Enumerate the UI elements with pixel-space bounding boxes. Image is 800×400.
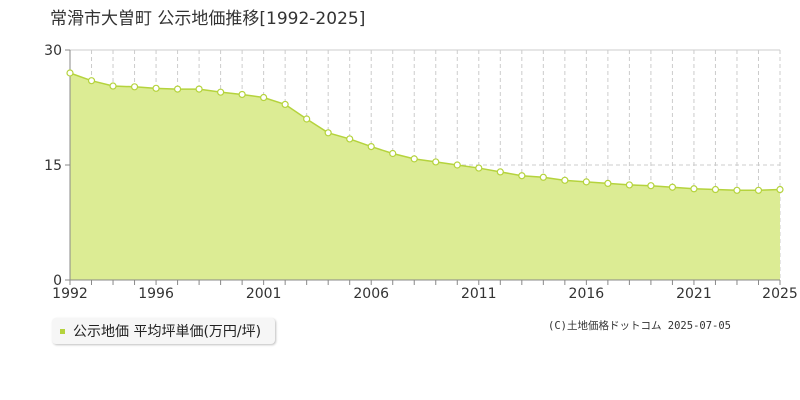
x-tick-label: 2006 (353, 286, 389, 302)
data-point (539, 173, 547, 181)
x-tick-label: 2011 (461, 286, 497, 302)
data-point (625, 181, 633, 189)
x-tick-label: 2025 (762, 286, 798, 302)
data-point (496, 168, 504, 176)
x-tick-label: 2016 (569, 286, 605, 302)
x-tick-label: 1992 (52, 286, 88, 302)
data-point (130, 83, 139, 91)
y-tick-label: 30 (44, 43, 62, 59)
data-point (668, 183, 677, 191)
data-points (66, 69, 784, 194)
data-point (754, 186, 763, 194)
data-point (281, 100, 289, 109)
legend-swatch (60, 328, 65, 334)
data-point (410, 155, 418, 163)
data-point (303, 115, 311, 123)
data-point (432, 158, 440, 166)
data-point (109, 82, 117, 90)
data-point (604, 179, 612, 187)
data-point (389, 149, 397, 158)
x-tick-label: 2021 (676, 286, 712, 302)
data-point (776, 185, 784, 194)
data-point (367, 143, 375, 151)
data-point (260, 93, 268, 102)
legend: 公示地価 平均坪単価(万円/坪) (52, 318, 276, 344)
data-point (152, 84, 160, 92)
data-point (238, 90, 246, 99)
data-point (195, 85, 203, 93)
y-tick-label: 0 (53, 273, 62, 289)
data-point (518, 172, 526, 180)
x-tick-label: 2001 (246, 286, 282, 302)
series-line (69, 72, 781, 192)
series-area (70, 73, 780, 280)
data-point (711, 185, 720, 194)
data-point (217, 88, 225, 96)
data-point (324, 129, 332, 137)
data-point (561, 176, 569, 184)
legend-label: 公示地価 平均坪単価(万円/坪) (73, 324, 262, 340)
y-tick-label: 15 (44, 158, 62, 174)
plot-area (69, 72, 781, 280)
data-point (346, 135, 354, 143)
data-point (66, 69, 74, 77)
data-point (173, 85, 182, 93)
credit-text: (C)土地価格ドットコム 2025-07-05 (548, 320, 732, 332)
data-point (87, 77, 96, 85)
x-tick-label: 1996 (138, 286, 174, 302)
data-point (733, 186, 741, 194)
data-point (690, 185, 698, 193)
axes: 0 15 30 1992 1996 2001 2006 2011 2016 2021 2025 (44, 43, 798, 302)
chart-title: 常滑市大曽町 公示地価推移[1992-2025] (50, 9, 365, 29)
data-point (582, 178, 590, 186)
data-point (475, 164, 483, 172)
data-point (647, 182, 655, 190)
data-point (453, 161, 461, 169)
